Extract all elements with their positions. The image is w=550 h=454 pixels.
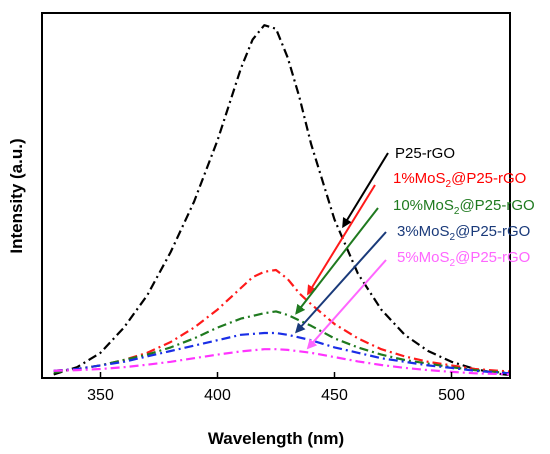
legend-label-3-mos2-p25-rgo: 3%MoS2@P25-rGO [397, 223, 530, 243]
legend-label-10-mos2-p25-rgo: 10%MoS2@P25-rGO [393, 197, 535, 217]
legend-arrow-10-mos2-p25-rgo [295, 207, 379, 315]
axes [41, 12, 511, 379]
legend-arrow-5-mos2-p25-rgo [306, 259, 387, 350]
x-tick-label: 400 [204, 387, 231, 404]
legend-arrow-3-mos2-p25-rgo [295, 231, 387, 334]
x-axis-title: Wavelength (nm) [208, 429, 344, 448]
series-layer [53, 24, 511, 377]
series-line-3-mos2-p25-rgo [53, 331, 511, 375]
legend-arrows [295, 152, 389, 350]
series-line-p25-rgo [53, 24, 511, 377]
legend-label-5-mos2-p25-rgo: 5%MoS2@P25-rGO [397, 249, 530, 269]
legend: P25-rGO 1%MoS2@P25-rGO 10%MoS2@P25-rGO 3%Mo… [393, 145, 535, 269]
x-ticks: 350 400 450 500 [87, 372, 465, 404]
plot-frame [41, 12, 511, 379]
x-tick-label: 350 [87, 387, 114, 404]
x-tick-label: 450 [321, 387, 348, 404]
legend-label-p25-rgo: P25-rGO [395, 145, 455, 162]
series-line-5-mos2-p25-rgo [53, 348, 511, 376]
series-line-10-mos2-p25-rgo [53, 310, 511, 375]
x-tick-label: 500 [438, 387, 465, 404]
legend-arrow-1-mos2-p25-rgo [307, 184, 376, 296]
y-axis-title: Intensity (a.u.) [7, 138, 26, 253]
legend-arrow-p25-rgo [342, 152, 389, 229]
legend-label-1-mos2-p25-rgo: 1%MoS2@P25-rGO [393, 170, 526, 190]
